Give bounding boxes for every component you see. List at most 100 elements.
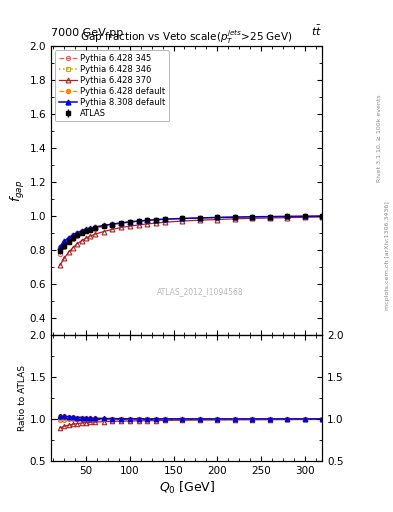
Pythia 8.308 default [197,215,202,221]
Pythia 6.428 default [215,215,220,221]
Pythia 6.428 345 [75,233,80,239]
Pythia 6.428 346 [154,217,158,223]
Pythia 6.428 346 [62,241,66,247]
Pythia 6.428 345 [162,216,167,222]
Pythia 8.308 default [79,228,84,234]
Pythia 6.428 370 [154,220,158,226]
Pythia 6.428 370 [215,217,220,223]
Pythia 6.428 370 [84,235,88,241]
Pythia 6.428 346 [250,214,255,220]
Pythia 6.428 default [75,230,80,236]
X-axis label: $Q_0$ [GeV]: $Q_0$ [GeV] [158,480,215,496]
Pythia 6.428 default [302,213,307,219]
Pythia 6.428 default [232,214,237,220]
Pythia 6.428 345 [92,225,97,231]
Pythia 6.428 default [127,219,132,225]
Pythia 6.428 default [62,239,66,245]
Pythia 6.428 345 [197,215,202,221]
Pythia 6.428 default [92,224,97,230]
Pythia 6.428 345 [320,213,325,219]
Pythia 6.428 346 [180,216,185,222]
Pythia 6.428 370 [250,215,255,221]
Pythia 6.428 345 [119,220,123,226]
Pythia 6.428 default [88,225,93,231]
Pythia 8.308 default [71,232,75,238]
Pythia 6.428 370 [320,214,325,220]
Pythia 6.428 345 [180,216,185,222]
Pythia 8.308 default [320,213,325,219]
Pythia 6.428 345 [127,219,132,225]
Pythia 6.428 370 [267,215,272,221]
Pythia 6.428 346 [215,215,220,221]
Pythia 6.428 345 [62,244,66,250]
Pythia 6.428 370 [57,262,62,268]
Pythia 6.428 370 [136,222,141,228]
Pythia 6.428 346 [162,216,167,222]
Pythia 6.428 370 [180,218,185,224]
Pythia 6.428 370 [145,221,150,227]
Pythia 6.428 default [110,221,115,227]
Pythia 6.428 345 [302,213,307,219]
Pythia 6.428 346 [232,214,237,220]
Pythia 6.428 default [285,214,290,220]
Pythia 6.428 346 [320,213,325,219]
Pythia 8.308 default [84,226,88,232]
Pythia 6.428 370 [110,226,115,232]
Pythia 6.428 370 [92,231,97,238]
Line: Pythia 6.428 370: Pythia 6.428 370 [57,215,325,268]
Pythia 6.428 346 [267,214,272,220]
Pythia 6.428 346 [119,220,123,226]
Pythia 6.428 346 [145,217,150,223]
Pythia 6.428 345 [145,217,150,223]
Pythia 8.308 default [145,217,150,223]
Pythia 6.428 346 [101,223,106,229]
Pythia 6.428 346 [285,214,290,220]
Pythia 6.428 default [267,214,272,220]
Pythia 8.308 default [66,234,71,241]
Pythia 6.428 default [154,217,158,223]
Pythia 8.308 default [110,221,115,227]
Pythia 6.428 345 [84,228,88,234]
Pythia 8.308 default [62,238,66,244]
Pythia 6.428 370 [127,223,132,229]
Pythia 6.428 345 [66,239,71,245]
Pythia 6.428 default [162,216,167,222]
Pythia 6.428 345 [57,250,62,257]
Pythia 6.428 default [101,223,106,229]
Pythia 6.428 370 [66,249,71,255]
Pythia 6.428 default [66,235,71,241]
Line: Pythia 8.308 default: Pythia 8.308 default [57,214,325,249]
Pythia 8.308 default [302,213,307,219]
Pythia 6.428 346 [66,237,71,243]
Pythia 8.308 default [285,214,290,220]
Pythia 6.428 370 [79,238,84,244]
Pythia 6.428 346 [136,218,141,224]
Pythia 6.428 346 [110,221,115,227]
Pythia 6.428 370 [162,219,167,225]
Pythia 8.308 default [57,244,62,250]
Pythia 6.428 default [57,244,62,250]
Pythia 6.428 345 [232,214,237,220]
Pythia 8.308 default [119,220,123,226]
Pythia 6.428 370 [62,255,66,261]
Pythia 6.428 default [250,214,255,220]
Pythia 6.428 345 [88,227,93,233]
Pythia 6.428 346 [57,246,62,252]
Pythia 6.428 default [320,213,325,219]
Pythia 6.428 370 [285,215,290,221]
Pythia 6.428 default [84,227,88,233]
Pythia 6.428 370 [88,233,93,239]
Pythia 6.428 345 [79,230,84,237]
Pythia 6.428 346 [88,226,93,232]
Pythia 6.428 346 [127,219,132,225]
Pythia 6.428 default [119,220,123,226]
Pythia 6.428 345 [71,236,75,242]
Y-axis label: Ratio to ATLAS: Ratio to ATLAS [18,365,27,431]
Pythia 8.308 default [75,230,80,236]
Pythia 6.428 370 [75,241,80,247]
Legend: Pythia 6.428 345, Pythia 6.428 346, Pythia 6.428 370, Pythia 6.428 default, Pyth: Pythia 6.428 345, Pythia 6.428 346, Pyth… [55,50,169,121]
Pythia 6.428 default [136,218,141,224]
Pythia 6.428 default [71,232,75,239]
Pythia 6.428 default [197,215,202,221]
Pythia 6.428 345 [101,223,106,229]
